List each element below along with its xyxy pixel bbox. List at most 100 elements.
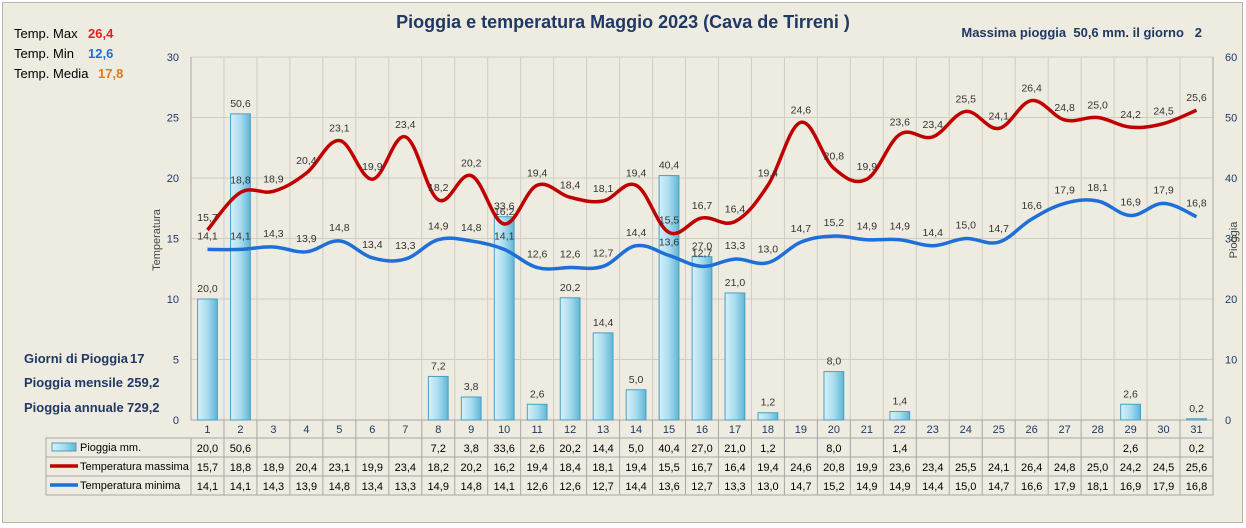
table-cell: 14,8 [329, 481, 350, 493]
table-cell: 19,9 [856, 462, 877, 474]
temp-mean-label: Temp. Media [14, 66, 89, 81]
y-tick-right: 0 [1225, 415, 1231, 427]
y-tick-right: 60 [1225, 52, 1237, 64]
table-cell: 24,8 [1054, 462, 1075, 474]
y-tick-right: 40 [1225, 173, 1237, 185]
table-cell: 15,5 [658, 462, 679, 474]
rain-data-label: 50,6 [230, 98, 251, 110]
temp-max-data-label: 23,4 [395, 119, 416, 131]
table-cell: 18,4 [559, 462, 580, 474]
temp-min-data-label: 14,8 [329, 222, 350, 234]
table-cell: 24,5 [1153, 462, 1174, 474]
temp-min-value: 12,6 [88, 46, 114, 61]
x-tick-label: 21 [861, 424, 873, 436]
x-tick-label: 13 [597, 424, 609, 436]
table-cell: 50,6 [230, 443, 251, 455]
x-tick-label: 15 [663, 424, 675, 436]
y-tick-left: 20 [167, 173, 179, 185]
y-axis-title-right: Pioggia [1228, 221, 1240, 259]
temp-max-data-label: 26,4 [1021, 83, 1042, 95]
y-tick-left: 15 [167, 234, 179, 246]
temp-max-data-label: 18,8 [230, 175, 251, 187]
x-tick-label: 17 [729, 424, 741, 436]
y-tick-right: 20 [1225, 294, 1237, 306]
temp-min-data-label: 13,4 [362, 239, 383, 251]
table-cell: 14,1 [493, 481, 514, 493]
table-cell: 19,4 [757, 462, 778, 474]
temp-min-data-label: 14,9 [428, 221, 449, 233]
temp-min-data-label: 14,7 [988, 223, 1009, 235]
table-cell: 20,2 [559, 443, 580, 455]
table-cell: 23,1 [329, 462, 350, 474]
table-cell: 14,3 [263, 481, 284, 493]
legend-label-rain: Pioggia mm. [80, 442, 141, 454]
table-cell: 18,8 [230, 462, 251, 474]
table-cell: 19,9 [362, 462, 383, 474]
rain-data-label: 7,2 [431, 360, 446, 372]
table-cell: 16,2 [493, 462, 514, 474]
rain-bar [625, 389, 647, 421]
temp-max-data-label: 15,7 [197, 212, 218, 224]
temp-min-data-label: 17,9 [1153, 184, 1174, 196]
table-cell: 18,2 [428, 462, 449, 474]
temp-max-data-label: 24,1 [988, 110, 1009, 122]
temp-min-data-label: 14,3 [263, 228, 284, 240]
y-tick-left: 10 [167, 294, 179, 306]
x-tick-label: 19 [795, 424, 807, 436]
temp-min-data-label: 13,3 [725, 240, 746, 252]
table-cell: 13,9 [296, 481, 317, 493]
temp-min-data-label: 13,0 [758, 244, 779, 256]
rain-data-label: 21,0 [725, 277, 746, 289]
table-cell: 25,0 [1087, 462, 1108, 474]
temp-min-data-label: 14,7 [791, 223, 812, 235]
rain-data-label: 3,8 [464, 381, 479, 393]
temp-max-data-label: 23,6 [890, 116, 911, 128]
temp-max-data-label: 23,1 [329, 122, 350, 134]
x-tick-label: 1 [204, 424, 210, 436]
rain-data-label: 33,6 [494, 201, 515, 213]
temp-min-data-label: 16,8 [1186, 198, 1207, 210]
table-cell: 12,6 [526, 481, 547, 493]
x-tick-label: 29 [1124, 424, 1136, 436]
table-cell: 15,0 [955, 481, 976, 493]
table-cell: 14,1 [230, 481, 251, 493]
x-tick-label: 14 [630, 424, 642, 436]
table-cell: 23,4 [922, 462, 943, 474]
temp-min-data-label: 14,1 [197, 230, 218, 242]
temp-max-data-label: 24,8 [1054, 102, 1075, 114]
temp-max-data-label: 19,4 [527, 167, 548, 179]
table-cell: 16,7 [691, 462, 712, 474]
table-cell: 12,6 [559, 481, 580, 493]
rain-bar [427, 375, 449, 421]
rain-bar [757, 412, 779, 421]
y-tick-left: 25 [167, 113, 179, 125]
temp-min-data-label: 12,6 [560, 249, 581, 261]
table-cell: 1,4 [892, 443, 907, 455]
rain-bar [658, 175, 680, 421]
temp-max-data-label: 24,5 [1153, 106, 1174, 118]
temp-max-data-label: 20,4 [296, 155, 317, 167]
temp-mean-value: 17,8 [98, 66, 124, 81]
temp-max-label: Temp. Max [14, 26, 78, 41]
table-cell: 27,0 [691, 443, 712, 455]
table-cell: 14,4 [592, 443, 613, 455]
table-cell: 20,8 [823, 462, 844, 474]
temp-min-data-label: 14,9 [890, 221, 911, 233]
temp-max-data-label: 19,4 [758, 167, 779, 179]
x-tick-label: 25 [993, 424, 1005, 436]
table-cell: 18,9 [263, 462, 284, 474]
table-cell: 17,9 [1153, 481, 1174, 493]
table-cell: 26,4 [1021, 462, 1042, 474]
x-tick-label: 9 [468, 424, 474, 436]
temp-max-value: 26,4 [88, 26, 114, 41]
x-tick-label: 4 [303, 424, 309, 436]
table-cell: 25,6 [1186, 462, 1207, 474]
table-cell: 13,6 [658, 481, 679, 493]
table-cell: 20,4 [296, 462, 317, 474]
x-tick-label: 7 [402, 424, 408, 436]
temp-min-data-label: 14,9 [857, 221, 878, 233]
table-cell: 13,3 [724, 481, 745, 493]
rain-data-label: 40,4 [659, 160, 680, 172]
temp-min-data-label: 18,1 [1087, 182, 1108, 194]
